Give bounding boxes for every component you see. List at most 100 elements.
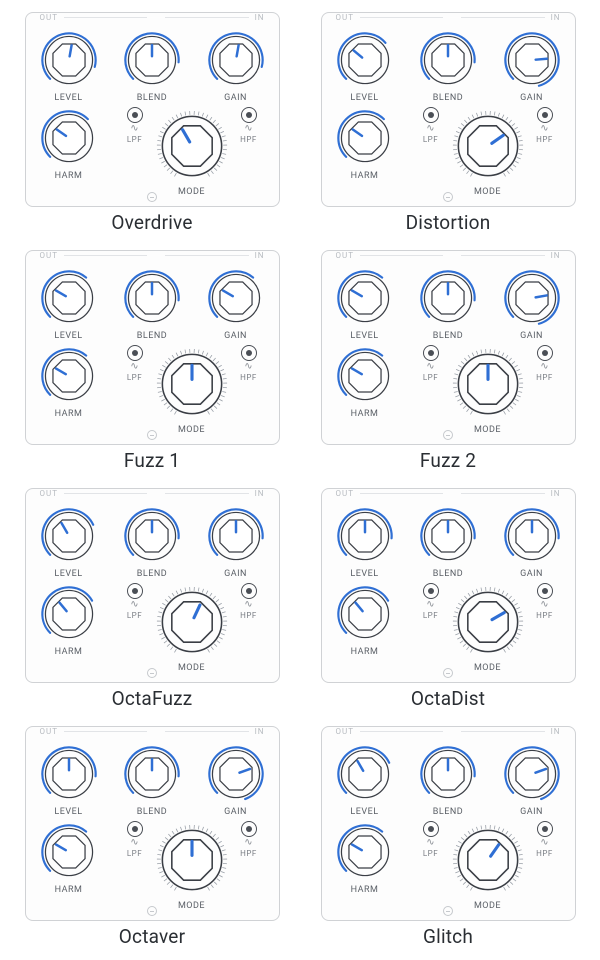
in-label: IN (255, 251, 265, 260)
pedal-panel: OUT ⇄ IN LEVEL BLEND (321, 488, 576, 683)
hpf-jack[interactable]: ∿ HPF (231, 107, 267, 144)
gain-label: GAIN (224, 807, 247, 817)
io-glyph: ⇄ (152, 13, 160, 22)
blend-knob[interactable] (417, 743, 479, 805)
hpf-jack[interactable]: ∿ HPF (231, 821, 267, 858)
hpf-jack[interactable]: ∿ HPF (527, 107, 563, 144)
mode-knob[interactable] (449, 107, 527, 185)
in-label: IN (551, 251, 561, 260)
pedal-title: Distortion (406, 211, 491, 234)
gain-knob[interactable] (205, 29, 267, 91)
gain-knob[interactable] (501, 267, 563, 329)
blend-knob[interactable] (121, 29, 183, 91)
lpf-jack[interactable]: ∿ LPF (413, 345, 449, 382)
mode-knob[interactable] (449, 821, 527, 899)
harm-label: HARM (55, 409, 83, 419)
gain-label: GAIN (520, 569, 543, 579)
blend-knob[interactable] (121, 505, 183, 567)
io-glyph: ⇄ (448, 489, 456, 498)
mode-knob[interactable] (153, 821, 231, 899)
harm-label: HARM (55, 647, 83, 657)
gain-knob[interactable] (205, 743, 267, 805)
level-label: LEVEL (54, 569, 82, 579)
pedal-title: OctaDist (411, 687, 485, 710)
blend-label: BLEND (433, 93, 463, 103)
mode-knob[interactable] (153, 345, 231, 423)
pedal-panel: OUT ⇄ IN LEVEL BLEND (321, 12, 576, 207)
level-knob[interactable] (334, 743, 396, 805)
mode-knob[interactable] (153, 583, 231, 661)
hpf-jack[interactable]: ∿ HPF (527, 821, 563, 858)
screw-icon (443, 430, 453, 440)
gain-label: GAIN (520, 331, 543, 341)
in-label: IN (551, 727, 561, 736)
mode-label: MODE (474, 901, 501, 911)
lpf-jack[interactable]: ∿ LPF (117, 821, 153, 858)
in-label: IN (551, 13, 561, 22)
io-row: OUT ⇄ IN (322, 727, 575, 736)
level-knob[interactable] (38, 505, 100, 567)
gain-label: GAIN (520, 807, 543, 817)
level-knob[interactable] (38, 29, 100, 91)
lpf-jack[interactable]: ∿ LPF (117, 583, 153, 620)
gain-knob[interactable] (205, 267, 267, 329)
level-knob[interactable] (38, 743, 100, 805)
blend-knob[interactable] (121, 743, 183, 805)
gain-knob[interactable] (205, 505, 267, 567)
gain-knob[interactable] (501, 743, 563, 805)
blend-label: BLEND (433, 331, 463, 341)
lpf-jack[interactable]: ∿ LPF (117, 345, 153, 382)
harm-knob[interactable] (334, 107, 396, 169)
mode-label: MODE (178, 901, 205, 911)
gain-knob[interactable] (501, 505, 563, 567)
level-knob[interactable] (334, 505, 396, 567)
level-knob[interactable] (334, 29, 396, 91)
harm-knob[interactable] (38, 583, 100, 645)
out-label: OUT (40, 13, 58, 22)
level-knob[interactable] (38, 267, 100, 329)
mode-knob[interactable] (449, 583, 527, 661)
out-label: OUT (40, 251, 58, 260)
mode-knob[interactable] (153, 107, 231, 185)
in-label: IN (551, 489, 561, 498)
harm-knob[interactable] (38, 345, 100, 407)
gain-label: GAIN (520, 93, 543, 103)
harm-knob[interactable] (334, 583, 396, 645)
blend-knob[interactable] (417, 267, 479, 329)
gain-knob[interactable] (501, 29, 563, 91)
mode-knob[interactable] (449, 345, 527, 423)
io-glyph: ⇄ (152, 489, 160, 498)
blend-label: BLEND (433, 807, 463, 817)
io-glyph: ⇄ (152, 727, 160, 736)
blend-knob[interactable] (121, 267, 183, 329)
harm-knob[interactable] (334, 345, 396, 407)
io-row: OUT ⇄ IN (322, 13, 575, 22)
screw-icon (443, 192, 453, 202)
level-knob[interactable] (334, 267, 396, 329)
gain-label: GAIN (224, 331, 247, 341)
lpf-jack[interactable]: ∿ LPF (117, 107, 153, 144)
mode-label: MODE (474, 663, 501, 673)
harm-knob[interactable] (334, 821, 396, 883)
pedal-title: Fuzz 2 (420, 449, 476, 472)
mode-label: MODE (178, 425, 205, 435)
out-label: OUT (40, 727, 58, 736)
harm-knob[interactable] (38, 107, 100, 169)
blend-knob[interactable] (417, 505, 479, 567)
lpf-jack[interactable]: ∿ LPF (413, 583, 449, 620)
io-row: OUT ⇄ IN (26, 251, 279, 260)
screw-icon (147, 668, 157, 678)
hpf-jack[interactable]: ∿ HPF (231, 345, 267, 382)
blend-knob[interactable] (417, 29, 479, 91)
harm-knob[interactable] (38, 821, 100, 883)
io-row: OUT ⇄ IN (26, 13, 279, 22)
lpf-jack[interactable]: ∿ LPF (413, 107, 449, 144)
hpf-jack[interactable]: ∿ HPF (527, 345, 563, 382)
hpf-jack[interactable]: ∿ HPF (231, 583, 267, 620)
out-label: OUT (336, 251, 354, 260)
level-label: LEVEL (54, 807, 82, 817)
harm-label: HARM (351, 409, 379, 419)
hpf-jack[interactable]: ∿ HPF (527, 583, 563, 620)
lpf-jack[interactable]: ∿ LPF (413, 821, 449, 858)
screw-icon (443, 906, 453, 916)
